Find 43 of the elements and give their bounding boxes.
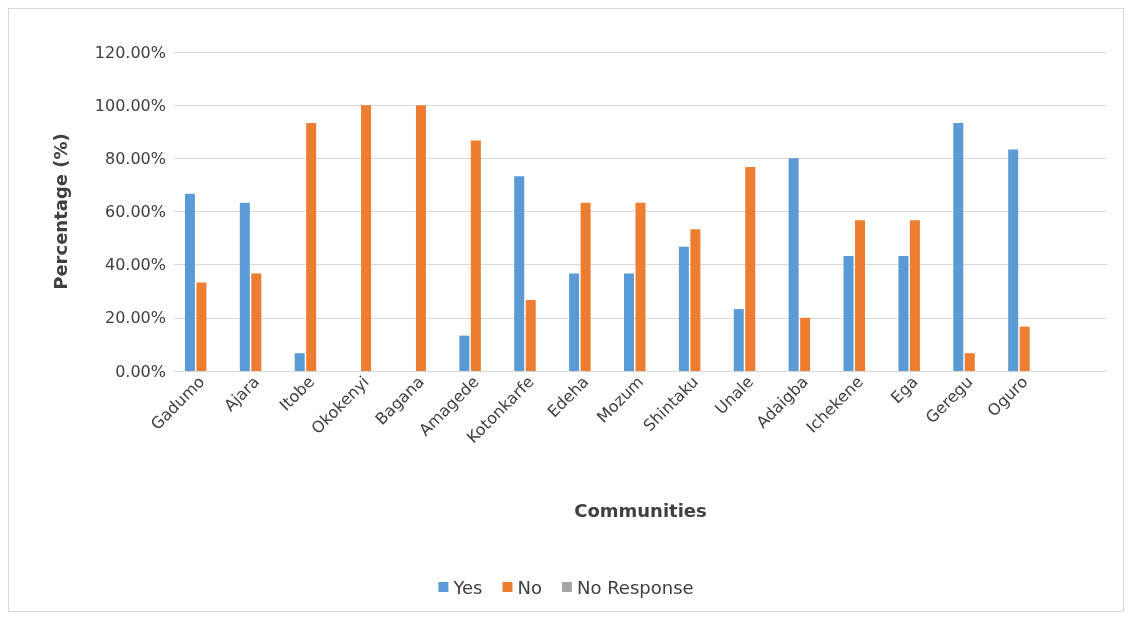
bar [525,300,536,371]
legend-label: No Response [576,576,694,598]
legend-label: No [517,576,542,598]
legend-label: Yes [452,576,483,598]
y-tick-label: 0.00% [115,361,166,381]
bar [953,122,964,371]
bar [964,353,975,371]
bar [690,229,701,371]
bar [855,220,866,371]
bar [733,309,744,371]
bar [678,246,689,371]
y-axis-title: Percentage (%) [49,133,71,290]
bar [580,202,591,371]
x-axis-title: Communities [574,499,707,521]
y-tick-label: 40.00% [104,255,166,275]
bar [361,105,372,371]
bar [1008,149,1019,371]
bar [196,282,207,371]
bar [459,335,470,371]
y-tick-label: 100.00% [94,95,166,115]
bar [294,353,305,371]
bar [745,167,756,371]
bar [800,317,811,371]
bar [251,273,262,371]
y-tick-label: 120.00% [94,42,166,62]
bar [635,202,646,371]
x-tick-label: Ega [886,372,922,407]
y-tick-label: 80.00% [104,148,166,168]
bar [184,193,195,371]
bar [909,220,920,371]
bar [1019,326,1030,371]
bar [470,140,481,371]
bar [239,202,250,371]
bar [898,255,909,371]
bar [843,255,854,371]
bar [415,105,426,371]
bar [624,273,634,371]
bar [306,122,317,371]
y-tick-label: 60.00% [104,202,166,221]
y-tick-label: 20.00% [104,308,166,328]
bar [788,158,799,371]
bar [514,176,525,371]
bar [569,273,580,371]
